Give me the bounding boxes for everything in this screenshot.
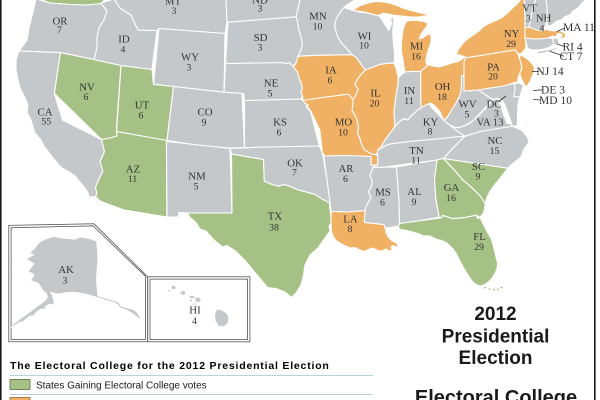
svg-text:SD: SD: [254, 32, 268, 44]
svg-text:11: 11: [128, 174, 138, 185]
svg-text:States Gaining Electoral Colle: States Gaining Electoral College votes: [36, 381, 207, 392]
svg-text:8: 8: [348, 224, 353, 235]
svg-text:NH: NH: [536, 12, 552, 24]
svg-text:CA: CA: [38, 107, 53, 119]
svg-text:18: 18: [437, 92, 447, 103]
svg-text:5: 5: [465, 110, 470, 121]
svg-text:3: 3: [494, 109, 499, 120]
svg-text:VA 13: VA 13: [476, 117, 503, 129]
svg-text:55: 55: [41, 117, 51, 128]
svg-text:MS: MS: [375, 187, 391, 199]
svg-text:NE: NE: [264, 78, 279, 90]
svg-text:DC: DC: [487, 99, 502, 111]
svg-text:8: 8: [428, 127, 433, 138]
svg-text:Election: Election: [459, 348, 533, 369]
svg-text:38: 38: [269, 223, 279, 234]
svg-text:29: 29: [506, 39, 516, 50]
svg-text:10: 10: [338, 128, 348, 139]
svg-text:3: 3: [526, 13, 531, 24]
svg-text:WV: WV: [459, 99, 477, 111]
svg-text:9: 9: [476, 172, 481, 183]
svg-text:AR: AR: [339, 163, 355, 175]
svg-text:The Electoral College for the: The Electoral College for the 2012 Presi…: [10, 360, 330, 372]
svg-text:WY: WY: [181, 52, 199, 64]
svg-text:9: 9: [202, 118, 207, 129]
svg-text:20: 20: [370, 99, 380, 110]
svg-text:IN: IN: [404, 85, 416, 97]
svg-text:LA: LA: [343, 214, 358, 226]
svg-text:KY: KY: [423, 117, 439, 129]
svg-text:6: 6: [84, 92, 89, 103]
svg-text:5: 5: [268, 89, 273, 100]
svg-text:TN: TN: [409, 145, 424, 157]
svg-text:MN: MN: [309, 11, 327, 23]
svg-text:15: 15: [490, 146, 500, 157]
svg-text:OR: OR: [53, 16, 69, 28]
svg-text:RI 4: RI 4: [562, 42, 582, 54]
svg-text:VT: VT: [522, 3, 537, 15]
svg-text:TX: TX: [268, 211, 283, 223]
svg-text:OK: OK: [287, 158, 303, 170]
svg-text:SC: SC: [472, 161, 485, 173]
svg-text:KS: KS: [273, 117, 287, 129]
svg-text:PA: PA: [487, 62, 500, 74]
svg-text:OH: OH: [435, 81, 451, 93]
svg-text:AZ: AZ: [126, 164, 140, 176]
svg-text:ND: ND: [252, 0, 268, 7]
svg-text:NJ 14: NJ 14: [536, 66, 563, 78]
svg-text:20: 20: [488, 71, 498, 82]
svg-text:AK: AK: [58, 264, 74, 276]
svg-text:16: 16: [411, 52, 421, 63]
svg-text:16: 16: [446, 193, 456, 204]
svg-text:Electoral College: Electoral College: [415, 387, 577, 400]
svg-text:6: 6: [328, 76, 333, 87]
svg-text:10: 10: [313, 22, 323, 33]
svg-text:DE 3: DE 3: [541, 85, 565, 97]
svg-text:NM: NM: [188, 171, 206, 183]
svg-text:GA: GA: [444, 182, 460, 194]
svg-text:FL: FL: [473, 231, 486, 243]
svg-text:MD 10: MD 10: [539, 95, 572, 107]
svg-text:CT 7: CT 7: [559, 51, 582, 63]
svg-text:NY: NY: [504, 28, 520, 40]
svg-text:UT: UT: [135, 100, 150, 112]
svg-text:6: 6: [380, 198, 385, 209]
svg-text:3: 3: [187, 63, 192, 74]
svg-text:MO: MO: [335, 117, 353, 129]
svg-text:4: 4: [121, 45, 126, 56]
svg-text:10: 10: [359, 40, 369, 51]
svg-text:11: 11: [411, 156, 421, 167]
svg-text:7: 7: [292, 168, 297, 179]
svg-text:4: 4: [540, 23, 545, 34]
svg-text:3: 3: [172, 6, 177, 17]
svg-text:4: 4: [192, 316, 197, 327]
svg-text:MT: MT: [165, 0, 182, 8]
svg-text:MI: MI: [410, 41, 424, 53]
svg-text:6: 6: [277, 128, 282, 139]
svg-text:11: 11: [404, 96, 414, 107]
svg-text:3: 3: [258, 43, 263, 54]
svg-text:2012: 2012: [474, 304, 516, 325]
svg-text:NC: NC: [488, 135, 503, 147]
svg-text:6: 6: [343, 174, 348, 185]
svg-text:Presidential: Presidential: [442, 327, 550, 348]
svg-text:3: 3: [63, 276, 68, 287]
svg-text:HI: HI: [189, 305, 201, 317]
svg-text:6: 6: [139, 111, 144, 122]
svg-text:7: 7: [57, 25, 62, 36]
svg-text:CO: CO: [198, 107, 213, 119]
svg-text:3: 3: [258, 4, 263, 15]
svg-text:9: 9: [412, 197, 417, 208]
svg-text:AL: AL: [407, 186, 421, 198]
svg-text:NV: NV: [79, 82, 95, 94]
svg-text:IL: IL: [370, 88, 380, 100]
svg-text:ID: ID: [118, 34, 130, 46]
svg-text:29: 29: [474, 242, 484, 253]
svg-text:WI: WI: [358, 31, 372, 43]
svg-text:MA 11: MA 11: [563, 22, 595, 34]
svg-text:5: 5: [194, 182, 199, 193]
svg-text:IA: IA: [325, 65, 337, 77]
